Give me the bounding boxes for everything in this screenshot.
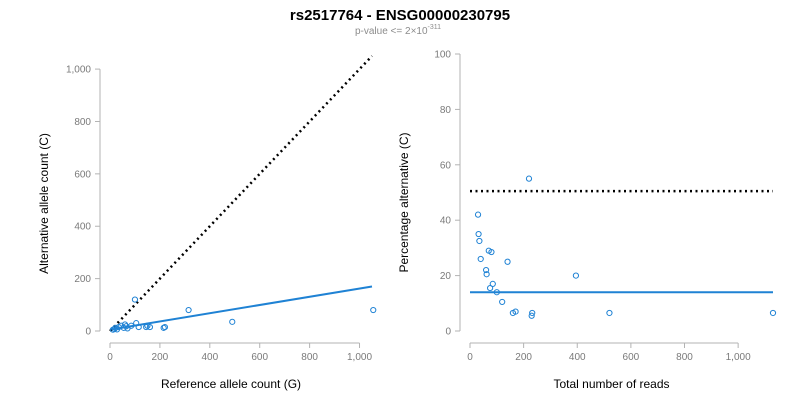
y-tick-label: 0 [85, 327, 91, 338]
data-point [128, 322, 135, 329]
x-tick-label: 1,000 [726, 352, 751, 363]
y-tick-label: 200 [74, 274, 91, 285]
x-tick-label: 800 [301, 352, 318, 363]
data-point [370, 306, 377, 314]
data-point [528, 312, 535, 319]
y-tick-label: 0 [445, 327, 451, 338]
x-tick-label: 200 [515, 352, 532, 363]
data-point [476, 237, 483, 245]
x-tick-label: 400 [569, 352, 586, 363]
x-tick-label: 200 [152, 352, 169, 363]
data-point [135, 323, 142, 331]
subtitle-exponent: -311 [428, 24, 442, 31]
x-axis-title: Total number of reads [553, 377, 669, 391]
data-point [146, 323, 154, 331]
x-axis-title: Reference allele count (G) [161, 377, 301, 391]
y-tick-label: 600 [74, 169, 91, 180]
data-point [493, 289, 500, 296]
data-point [769, 309, 777, 317]
y-tick-label: 80 [440, 105, 452, 116]
data-point [512, 308, 519, 315]
left-scatter-panel: 0 200 400 600 800 1,000 0 200 400 600 800 1,000 Refe… [37, 55, 377, 391]
data-point [185, 306, 192, 314]
x-tick-label: 600 [623, 352, 640, 363]
y-tick-label: 800 [74, 117, 91, 128]
data-point [474, 211, 482, 218]
data-point [606, 309, 613, 317]
data-point [482, 266, 490, 274]
x-tick-label: 600 [251, 352, 268, 363]
x-tick-label: 0 [467, 352, 473, 363]
data-point [504, 258, 511, 265]
y-tick-label: 60 [440, 160, 452, 171]
data-point [477, 255, 484, 263]
subtitle-text: p-value <= 2×10 [355, 26, 428, 37]
data-point [143, 323, 150, 331]
chart-title: rs2517764 - ENSG00000230795 [290, 7, 510, 24]
data-point [161, 323, 168, 331]
x-tick-label: 1,000 [347, 352, 372, 363]
data-point [475, 230, 482, 238]
x-tick-label: 400 [201, 352, 218, 363]
data-point [112, 324, 119, 331]
data-point [572, 272, 580, 279]
y-tick-label: 100 [434, 50, 451, 61]
y-axis-title: Percentage alternative (C) [397, 132, 411, 272]
data-point [131, 296, 139, 303]
data-point [483, 271, 490, 278]
data-point [488, 248, 495, 256]
y-tick-label: 20 [440, 271, 452, 282]
data-point [529, 309, 536, 317]
data-point [525, 175, 533, 182]
x-tick-label: 0 [107, 352, 113, 363]
regression-line [109, 285, 373, 331]
y-tick-label: 400 [74, 222, 91, 233]
right-scatter-panel: 0 200 400 600 800 1,000 0 20 40 60 80 100 Total numb… [397, 50, 777, 391]
y-axis-title: Alternative allele count (C) [37, 133, 51, 274]
chart-subtitle: p-value <= 2×10-311 [355, 24, 441, 37]
data-point [489, 280, 496, 288]
data-point [160, 324, 167, 331]
y-tick-label: 40 [440, 216, 452, 227]
x-tick-label: 800 [676, 352, 693, 363]
data-point [499, 298, 506, 306]
reference-line [109, 55, 373, 332]
y-tick-label: 1,000 [66, 65, 91, 76]
data-point [229, 318, 236, 325]
